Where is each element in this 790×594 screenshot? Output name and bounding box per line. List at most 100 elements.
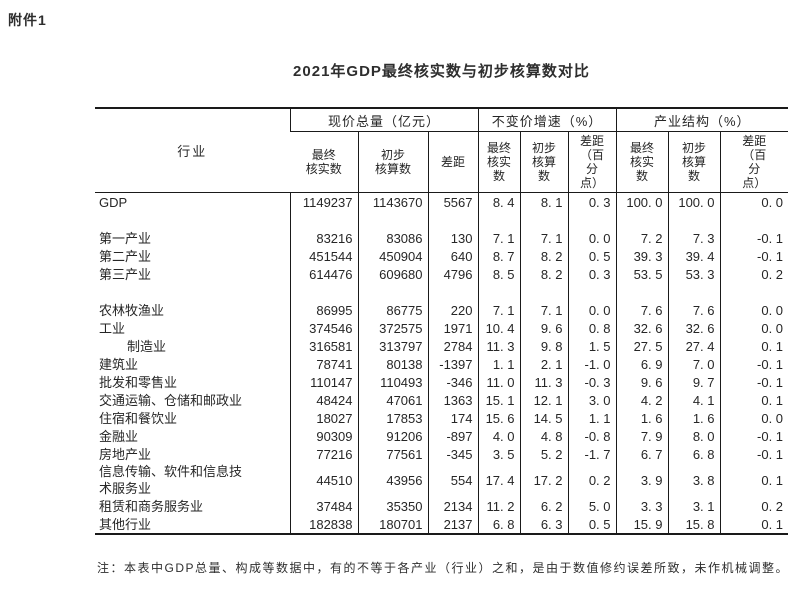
value-cell: 80138 (357, 355, 428, 373)
value-cell: 9. 7 (667, 373, 720, 391)
spacer-row (95, 283, 789, 301)
sub-header-final-verified: 最终 核实 数 (477, 131, 520, 193)
value-cell: 4. 8 (519, 427, 568, 445)
value-cell: 12. 1 (519, 391, 568, 409)
value-cell: -1. 0 (567, 355, 616, 373)
value-cell: 44510 (289, 463, 358, 497)
value-cell (567, 211, 616, 229)
value-cell: 100. 0 (615, 192, 668, 211)
value-cell: 374546 (289, 319, 358, 337)
value-cell: 3. 5 (477, 445, 520, 463)
industry-label (95, 211, 290, 229)
industry-label: 住宿和餐饮业 (99, 410, 178, 426)
value-cell: 47061 (357, 391, 428, 409)
value-cell: 9. 8 (519, 337, 568, 355)
value-cell: 0. 3 (567, 192, 616, 211)
value-cell: 1. 5 (567, 337, 616, 355)
value-cell: 7. 6 (667, 301, 720, 319)
sub-header-gap-points: 差距 （百 分 点） (719, 131, 789, 193)
value-cell: 11. 3 (477, 337, 520, 355)
table-row: 工业 374546 372575 1971 10. 4 9. 6 0. 8 32. 6 32. … (95, 319, 789, 337)
industry-label: 交通运输、仓储和邮政业 (99, 392, 243, 408)
value-cell: 18027 (289, 409, 358, 427)
value-cell: 7. 6 (615, 301, 668, 319)
value-cell: 2137 (427, 515, 478, 534)
sub-header-row: 最终 核实数 初步 核算数 差距 最终 核实 数 初步 核算 数 差距 （百 分… (95, 131, 789, 193)
value-cell (477, 211, 520, 229)
table-row: 金融业 90309 91206 -897 4. 0 4. 8 -0. 8 7. 9 8. 0 -0… (95, 427, 789, 445)
value-cell: -0. 8 (567, 427, 616, 445)
value-cell: 1. 6 (615, 409, 668, 427)
value-cell: 0. 8 (567, 319, 616, 337)
value-cell: 609680 (357, 265, 428, 283)
value-cell: 3. 0 (567, 391, 616, 409)
value-cell (567, 283, 616, 301)
value-cell: 4. 2 (615, 391, 668, 409)
value-cell: 6. 8 (477, 515, 520, 534)
value-cell (357, 283, 428, 301)
value-cell: -0. 1 (719, 247, 789, 265)
value-cell: 8. 0 (667, 427, 720, 445)
value-cell: 614476 (289, 265, 358, 283)
value-cell: 6. 7 (615, 445, 668, 463)
value-cell: 7. 1 (477, 301, 520, 319)
value-cell: 2784 (427, 337, 478, 355)
value-cell: -0. 1 (719, 373, 789, 391)
value-cell: 100. 0 (667, 192, 720, 211)
value-cell: 8. 4 (477, 192, 520, 211)
value-cell: -346 (427, 373, 478, 391)
value-cell: 15. 6 (477, 409, 520, 427)
table-row: 批发和零售业 110147 110493 -346 11. 0 11. 3 -0. 3 9. … (95, 373, 789, 391)
industry-label: 第二产业 (99, 248, 152, 264)
industry-label: 信息传输、软件和信息技 术服务业 (99, 464, 243, 496)
value-cell: 11. 2 (477, 497, 520, 515)
value-cell: 9. 6 (519, 319, 568, 337)
value-cell: 83086 (357, 229, 428, 247)
value-cell: 17853 (357, 409, 428, 427)
sub-header-gap-points: 差距 （百 分 点） (567, 131, 616, 193)
sub-header-preliminary: 初步 核算 数 (667, 131, 720, 193)
industry-label: 第三产业 (99, 266, 152, 282)
value-cell: 15. 9 (615, 515, 668, 534)
industry-label: 建筑业 (99, 356, 139, 372)
industry-label: 第一产业 (99, 230, 152, 246)
industry-label: 房地产业 (99, 446, 152, 462)
spacer-row (95, 211, 789, 229)
value-cell: 17. 4 (477, 463, 520, 497)
value-cell: 174 (427, 409, 478, 427)
value-cell: 43956 (357, 463, 428, 497)
value-cell: 0. 3 (567, 265, 616, 283)
value-cell: 5567 (427, 192, 478, 211)
value-cell: 83216 (289, 229, 358, 247)
value-cell (427, 211, 478, 229)
value-cell: -0. 1 (719, 445, 789, 463)
value-cell: 6. 3 (519, 515, 568, 534)
value-cell: 0. 5 (567, 515, 616, 534)
value-cell: 7. 1 (519, 301, 568, 319)
value-cell: 7. 3 (667, 229, 720, 247)
table-row: 住宿和餐饮业 18027 17853 174 15. 6 14. 5 1. 1 1. 6 1. … (95, 409, 789, 427)
sub-header-preliminary: 初步 核算 数 (519, 131, 568, 193)
footnote: 注：本表中GDP总量、构成等数据中，有的不等于各产业（行业）之和，是由于数值修约… (97, 561, 790, 575)
group-header-industry-structure: 产业结构（%） (615, 108, 789, 132)
value-cell: -0. 1 (719, 355, 789, 373)
value-cell: 0. 0 (719, 409, 789, 427)
value-cell: 11. 3 (519, 373, 568, 391)
value-cell: 1363 (427, 391, 478, 409)
value-cell: 8. 7 (477, 247, 520, 265)
sub-header-preliminary: 初步 核算数 (357, 131, 428, 193)
value-cell: 1. 6 (667, 409, 720, 427)
value-cell: 11. 0 (477, 373, 520, 391)
value-cell (667, 283, 720, 301)
value-cell: 5. 2 (519, 445, 568, 463)
industry-label: 批发和零售业 (99, 374, 178, 390)
value-cell: 90309 (289, 427, 358, 445)
value-cell (289, 211, 358, 229)
value-cell: -0. 1 (719, 427, 789, 445)
value-cell: 5. 0 (567, 497, 616, 515)
